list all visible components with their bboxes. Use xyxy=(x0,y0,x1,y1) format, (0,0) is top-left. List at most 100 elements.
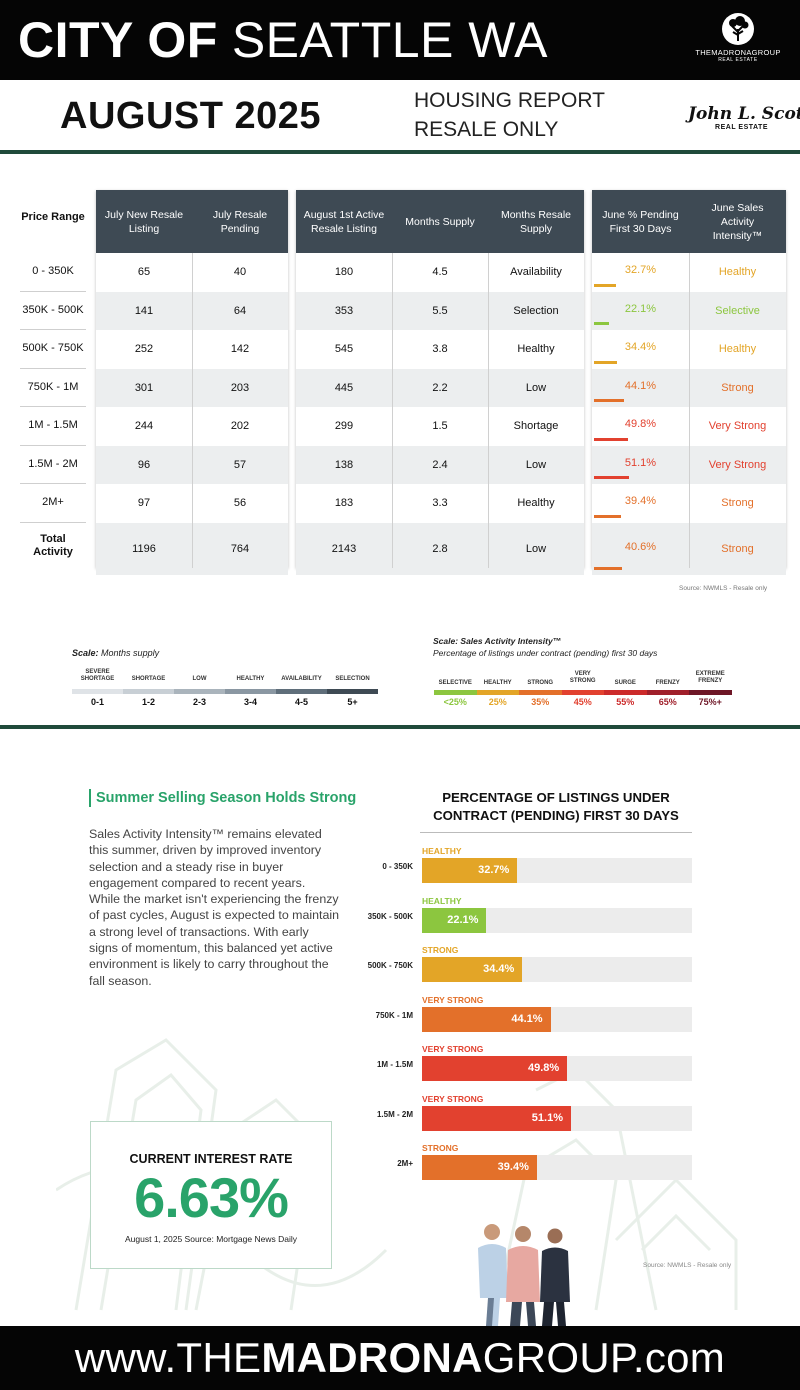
article-title: Summer Selling Season Holds Strong xyxy=(96,790,357,806)
scale-intensity-swatch xyxy=(434,690,477,695)
column-divider xyxy=(488,253,489,568)
months-supply-cell: 3.8 xyxy=(432,343,448,356)
john-l-scott-logo: John L. Scott REAL ESTATE xyxy=(688,104,800,131)
pending-pct-cell: 49.8% xyxy=(624,418,657,431)
pending-cell: 764 xyxy=(230,542,250,555)
scale-supply-swatch xyxy=(327,689,378,694)
new-listing-cell: 244 xyxy=(134,420,154,433)
scale-intensity-label: SELECTIVE xyxy=(438,680,472,686)
partner-name: John L. Scott xyxy=(688,104,800,124)
active-listing-cell: 183 xyxy=(334,497,354,510)
pending-bar xyxy=(594,399,625,402)
column-header: July New Resale Listing xyxy=(96,190,192,253)
intensity-scale: Scale: Sales Activity Intensity™ Percent… xyxy=(433,636,657,658)
resale-supply-cell: Low xyxy=(525,542,547,555)
column-header: August 1st Active Resale Listing xyxy=(296,190,392,253)
scale-supply-value: 1-2 xyxy=(141,697,155,707)
title-city-light: SEATTLE WA xyxy=(231,12,548,68)
report-line-1: HOUSING REPORT xyxy=(414,89,605,112)
tree-icon xyxy=(722,13,754,45)
chart-category-label: 350K - 500K xyxy=(367,911,413,921)
chart-bar-label: HEALTHY xyxy=(422,846,462,856)
column-divider xyxy=(192,253,193,568)
chart-value-label: 44.1% xyxy=(511,1012,543,1025)
chart-bar-label: VERY STRONG xyxy=(422,994,484,1005)
title-bar: CITY OF SEATTLE WA THEMADRONAGROUP REAL E… xyxy=(0,0,800,80)
new-listing-cell: 1196 xyxy=(132,542,156,555)
scale-supply-title: Scale: Months supply xyxy=(72,648,159,658)
chart-value-label: 39.4% xyxy=(497,1161,529,1173)
scale-supply-swatch xyxy=(123,689,174,694)
scale-supply-swatch xyxy=(225,689,276,694)
title-accent xyxy=(89,789,91,807)
active-listing-cell: 445 xyxy=(334,381,354,394)
scale-supply-value: 3-4 xyxy=(243,697,257,707)
scale-intensity-swatch xyxy=(646,690,689,695)
title-city-bold: CITY OF xyxy=(18,12,218,68)
chart-value-label: 32.7% xyxy=(478,864,510,876)
brand-sub: REAL ESTATE xyxy=(718,57,758,63)
column-divider xyxy=(689,253,690,568)
row-band xyxy=(296,330,584,369)
row-band xyxy=(296,407,584,446)
pending-bar xyxy=(594,360,618,364)
scale-intensity-value: 25% xyxy=(488,697,507,707)
chart-value-label: 51.1% xyxy=(531,1111,563,1124)
price-range-cell: 0 - 350K xyxy=(20,253,86,292)
row-band xyxy=(296,291,584,330)
scale-intensity-label: SURGE xyxy=(614,680,636,686)
new-listing-cell: 252 xyxy=(134,343,154,356)
scale-supply-label: SEVERE SHORTAGE xyxy=(80,669,115,682)
intensity-cell: Healthy xyxy=(718,343,757,356)
intensity-cell: Strong xyxy=(721,542,754,555)
resale-supply-cell: Healthy xyxy=(517,343,555,356)
chart-value-label: 49.8% xyxy=(528,1062,560,1074)
rate-value: 6.63% xyxy=(134,1166,289,1229)
supply-group: August 1st Active Resale Listing 180 353 54… xyxy=(296,190,584,575)
footer-url[interactable]: www.THEMADRONAGROUP.com xyxy=(0,1326,800,1390)
pending-pct-cell: 22.1% xyxy=(624,302,657,315)
partner-sub: REAL ESTATE xyxy=(715,124,768,131)
chart-bar xyxy=(422,907,487,933)
pending-cell: 40 xyxy=(233,266,247,279)
scale-supply-value: 2-3 xyxy=(192,697,206,707)
footer-url-bold: MADRONA xyxy=(261,1334,483,1381)
active-listing-cell: 353 xyxy=(334,304,354,317)
person-right xyxy=(540,1228,570,1326)
pending-bar xyxy=(594,437,628,441)
interest-rate-card: CURRENT INTEREST RATE 6.63% August 1, 20… xyxy=(90,1121,332,1269)
rate-label: CURRENT INTEREST RATE xyxy=(129,1152,293,1166)
months-supply-cell: 1.5 xyxy=(432,420,448,433)
chart-bar-label: STRONG xyxy=(422,1143,459,1153)
intensity-group: June % Pending First 30 Days 32.7% 22.1% 34… xyxy=(592,190,786,575)
price-range-cell: 1M - 1.5M xyxy=(20,407,86,446)
scale-supply-value: 0-1 xyxy=(90,697,104,707)
intensity-cell: Healthy xyxy=(718,266,757,279)
scale-supply-value: 4-5 xyxy=(294,697,308,707)
row-band xyxy=(296,368,584,407)
pending-cell: 64 xyxy=(233,304,247,317)
scale-supply-title-rest: Months supply xyxy=(101,648,160,658)
chart-bar xyxy=(422,1105,571,1131)
chart-category-label: 2M+ xyxy=(397,1159,413,1168)
months-supply-cell: 3.3 xyxy=(432,497,448,510)
column-header: Months Supply xyxy=(392,190,488,253)
footer-url-pre: www.THE xyxy=(74,1334,262,1381)
row-band xyxy=(296,253,584,292)
row-band xyxy=(296,445,584,484)
scale-intensity-value: 75%+ xyxy=(698,697,722,707)
scale-intensity-swatch xyxy=(476,690,519,695)
intensity-cell: Very Strong xyxy=(708,420,767,433)
scale-supply-label: HEALTHY xyxy=(236,676,265,682)
scale-supply-swatch xyxy=(72,689,123,694)
scale-supply-label: AVAILABILITY xyxy=(281,676,322,682)
report-line-2: RESALE ONLY xyxy=(414,118,559,141)
scale-intensity-label: VERY STRONG xyxy=(569,671,596,684)
chart-category-label: 0 - 350K xyxy=(382,862,413,871)
new-listing-cell: 96 xyxy=(137,458,151,471)
pending-pct-cell: 51.1% xyxy=(624,456,657,469)
chart-bar xyxy=(422,858,518,883)
months-supply-cell: 2.4 xyxy=(432,458,448,471)
pending-cell: 202 xyxy=(230,420,250,433)
column-divider xyxy=(392,253,393,568)
